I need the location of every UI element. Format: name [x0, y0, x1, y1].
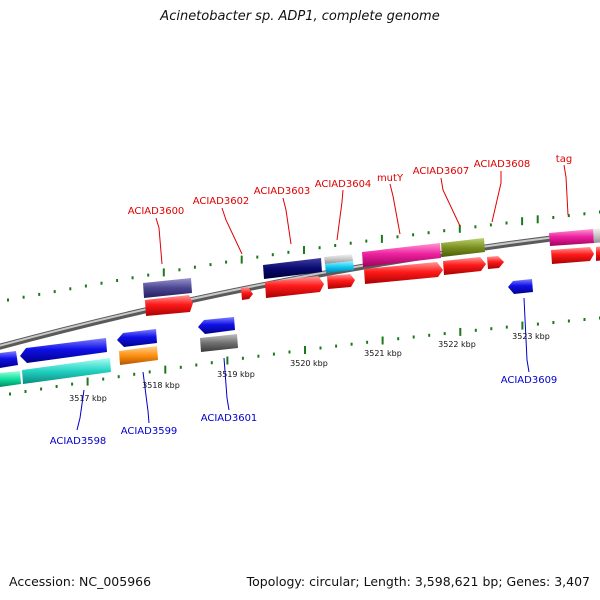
accession-label: Accession: NC_005966: [9, 574, 152, 589]
gene-aciad3600[interactable]: [143, 278, 192, 298]
cds-aciad3601[interactable]: [198, 317, 235, 334]
leader-aciad3609: [523, 297, 530, 373]
gene-label-aciad3607[interactable]: ACIAD3607: [413, 166, 470, 177]
forward-tick-track: [7, 210, 600, 302]
gene-aciad3604-top[interactable]: [324, 254, 353, 264]
genome-summary: Topology: circular; Length: 3,598,621 bp…: [246, 574, 590, 589]
ruler-label-3520: 3520 kbp: [290, 359, 328, 368]
cds-aciad3607[interactable]: [443, 257, 486, 275]
cds-aciad3602[interactable]: [241, 287, 253, 300]
ruler-label-3523: 3523 kbp: [512, 332, 550, 341]
gene-reverse-edge[interactable]: [0, 371, 21, 387]
gene-aciad3604[interactable]: [325, 261, 354, 273]
cds-aciad3603[interactable]: [265, 276, 324, 298]
leader-aciad3607: [440, 177, 461, 227]
ruler-label-3521: 3521 kbp: [364, 349, 402, 358]
gene-aciad3599[interactable]: [119, 346, 158, 365]
cds-aciad3600[interactable]: [145, 295, 193, 316]
gene-aciad3601[interactable]: [200, 334, 238, 352]
reverse-tick-track: [9, 316, 600, 396]
leader-aciad3604: [336, 189, 344, 241]
gene-aciad3607[interactable]: [441, 238, 485, 257]
leader-aciad3600: [155, 217, 163, 265]
gene-label-muty[interactable]: mutY: [377, 173, 404, 184]
gene-label-aciad3603[interactable]: ACIAD3603: [254, 186, 311, 197]
cds-reverse-edge[interactable]: [0, 351, 18, 368]
gene-muty[interactable]: [362, 243, 441, 267]
ruler-label-3522: 3522 kbp: [438, 340, 476, 349]
leader-aciad3599: [142, 371, 150, 424]
gene-aciad3603[interactable]: [263, 258, 322, 279]
gene-label-aciad3601[interactable]: ACIAD3601: [201, 413, 258, 424]
gene-label-aciad3608[interactable]: ACIAD3608: [474, 159, 531, 170]
reverse-leader-lines: [76, 297, 530, 431]
cds-muty[interactable]: [364, 262, 443, 284]
leader-aciad3603: [282, 197, 292, 245]
leader-aciad3602: [221, 207, 243, 255]
cds-aciad3609[interactable]: [508, 279, 533, 294]
cds-aciad3599[interactable]: [117, 329, 157, 347]
gene-label-aciad3599[interactable]: ACIAD3599: [121, 426, 178, 437]
gene-label-aciad3598[interactable]: ACIAD3598: [50, 436, 107, 447]
gene-label-aciad3609[interactable]: ACIAD3609: [501, 375, 558, 386]
gene-label-aciad3604[interactable]: ACIAD3604: [315, 179, 372, 190]
cds-tag[interactable]: [551, 247, 594, 264]
cds-aciad3598[interactable]: [20, 338, 107, 363]
ruler-label-3519: 3519 kbp: [217, 370, 255, 379]
gene-label-aciad3600[interactable]: ACIAD3600: [128, 206, 185, 217]
gene-tag-neighbor[interactable]: [593, 228, 600, 243]
leader-tag: [563, 164, 569, 216]
gene-aciad3598[interactable]: [22, 358, 111, 384]
genome-backbone-highlight: [0, 230, 600, 347]
leader-aciad3601: [223, 357, 230, 411]
genome-title: Acinetobacter sp. ADP1, complete genome: [160, 9, 440, 24]
gene-label-aciad3602[interactable]: ACIAD3602: [193, 196, 250, 207]
forward-leader-lines: [155, 164, 569, 265]
gene-label-tag[interactable]: tag: [556, 154, 572, 165]
cds-aciad3604[interactable]: [327, 274, 355, 289]
gene-tag[interactable]: [549, 229, 594, 246]
ruler-label-3517: 3517 kbp: [69, 394, 107, 403]
cds-tag-neighbor[interactable]: [596, 246, 600, 261]
leader-aciad3608: [491, 171, 502, 223]
leader-aciad3598: [76, 389, 85, 431]
ruler-label-3518: 3518 kbp: [142, 381, 180, 390]
cds-aciad3608[interactable]: [487, 256, 504, 269]
leader-muty: [389, 183, 401, 235]
